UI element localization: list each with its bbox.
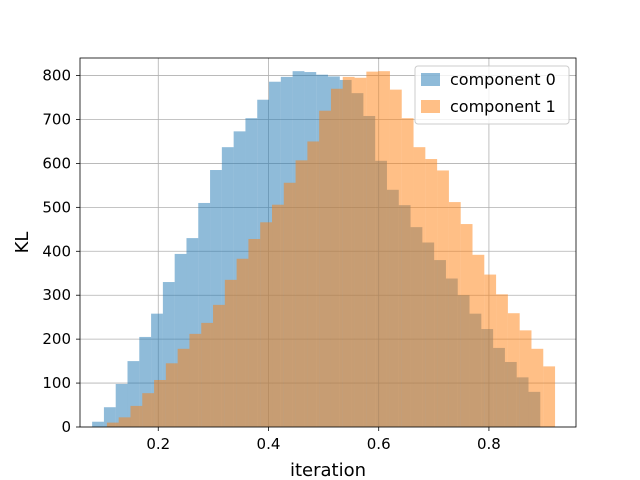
x-tick-label-3: 0.8 [477,435,501,453]
y-tick-label-1: 100 [42,374,71,392]
series-component-1-bars [106,71,556,428]
bar-component-0-bin-8 [186,238,199,427]
bar-component-1-bin-26 [413,147,426,428]
bar-component-1-bin-21 [354,77,367,428]
bar-component-1-bin-30 [460,224,473,427]
y-tick-label-3: 300 [42,286,71,304]
bar-component-1-bin-34 [507,313,520,427]
x-tick-label-2: 0.6 [367,435,391,453]
bar-component-1-bin-15 [283,182,296,427]
bar-component-0-bin-0 [92,421,104,427]
bar-component-1-bin-16 [295,160,308,427]
bar-component-1-bin-2 [130,405,143,427]
y-axis-label: KL [12,232,33,254]
bar-component-1-bin-10 [224,279,237,427]
y-tick-label-7: 700 [42,111,71,129]
bar-component-1-bin-22 [366,71,379,427]
bar-component-1-bin-7 [189,333,202,427]
bar-component-1-bin-17 [307,141,320,427]
bar-component-0-bin-5 [151,313,163,427]
legend: component 0 component 1 [414,65,570,125]
bar-component-0-bin-6 [162,282,175,427]
bar-component-1-bin-33 [496,294,508,427]
bar-component-1-bin-5 [165,363,178,427]
bar-component-1-bin-11 [236,258,249,427]
legend-swatch-component-1 [421,100,440,113]
bar-component-0-bin-10 [210,170,222,427]
bar-component-1-bin-1 [118,417,131,427]
y-axis-ticks: 0 100 200 300 400 500 600 700 800 [42,67,80,436]
bar-component-1-bin-24 [389,89,402,427]
bar-component-0-bin-7 [174,253,187,427]
bar-component-1-bin-0 [106,422,119,427]
bar-component-0-bin-3 [127,361,140,427]
legend-label-component-0: component 0 [450,70,556,89]
bar-component-1-bin-9 [213,304,225,427]
bar-component-1-bin-3 [142,393,155,427]
bar-component-1-bin-25 [401,118,414,428]
bar-component-0-bin-9 [198,202,211,427]
x-tick-label-0: 0.2 [146,435,170,453]
bar-component-1-bin-28 [437,170,449,427]
x-tick-label-1: 0.4 [257,435,281,453]
bar-component-1-bin-18 [319,110,331,427]
bar-component-1-bin-37 [543,366,556,427]
bar-component-1-bin-12 [248,238,261,427]
y-tick-label-2: 200 [42,330,71,348]
bar-component-1-bin-13 [260,222,273,427]
bar-component-0-bin-2 [115,383,128,427]
y-tick-label-5: 500 [42,198,71,216]
bar-component-1-bin-4 [154,379,166,427]
plot-frame [79,57,577,428]
y-tick-label-0: 0 [61,418,71,436]
legend-box [414,65,570,125]
bar-component-1-bin-36 [531,348,544,427]
legend-swatch-component-0 [421,73,440,86]
bar-component-1-bin-19 [330,88,343,427]
bar-component-1-bin-35 [519,330,532,427]
x-axis-label: iteration [290,460,366,480]
bar-component-1-bin-29 [448,202,461,427]
bar-component-1-bin-20 [342,76,355,427]
y-tick-label-6: 600 [42,154,71,172]
bar-component-1-bin-32 [484,274,497,427]
bar-component-1-bin-23 [378,71,390,427]
bar-component-1-bin-27 [425,159,438,428]
bar-component-0-bin-1 [103,407,116,427]
x-axis-ticks: 0.2 0.4 0.6 0.8 [146,427,501,453]
bar-component-1-bin-6 [177,348,190,427]
bar-component-1-bin-8 [201,322,214,427]
legend-label-component-1: component 1 [450,97,556,116]
bar-component-0-bin-4 [139,336,152,427]
y-tick-label-4: 400 [42,242,71,260]
y-tick-label-8: 800 [42,67,71,85]
bar-component-1-bin-31 [472,254,485,427]
bar-component-1-bin-14 [272,204,284,427]
